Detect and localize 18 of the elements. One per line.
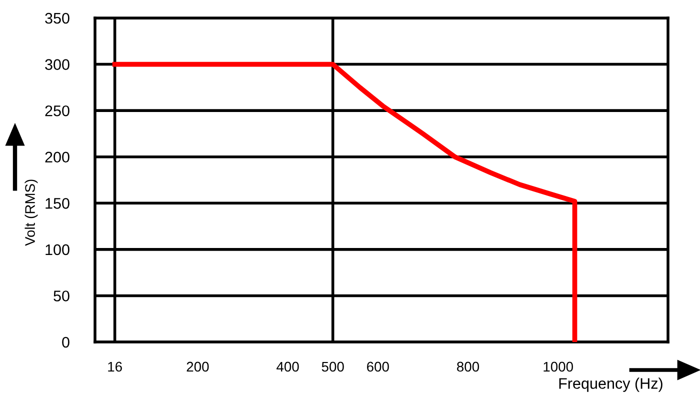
y-tick-label: 200 <box>45 152 70 163</box>
y-tick-label: 300 <box>45 59 70 70</box>
x-tick-label: 16 <box>108 362 122 372</box>
x-tick-label: 200 <box>186 362 209 372</box>
line-series <box>112 62 578 342</box>
x-axis-title: Frequency (Hz) <box>559 378 662 392</box>
x-tick-label: 800 <box>457 362 480 372</box>
y-tick-label: 150 <box>46 198 70 209</box>
y-tick-label: 100 <box>46 244 70 256</box>
y-tick-label: 350 <box>45 12 70 24</box>
x-tick-label: 400 <box>276 362 299 372</box>
y-tick-label: 50 <box>54 290 70 302</box>
y-tick-label: 0 <box>62 336 70 348</box>
y-tick-label: 250 <box>45 105 70 116</box>
x-tick-label: 600 <box>367 362 389 372</box>
x-tick-label: 1000 <box>544 362 573 372</box>
y-axis-title: Volt (RMS) <box>24 180 38 246</box>
x-tick-label: 500 <box>322 362 344 372</box>
